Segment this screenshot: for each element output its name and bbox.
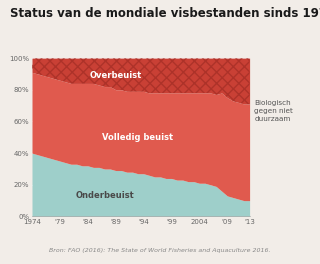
Text: Bron: FAO (2016): The State of World Fisheries and Aquaculture 2016.: Bron: FAO (2016): The State of World Fis… xyxy=(49,248,271,253)
Text: Overbeuist: Overbeuist xyxy=(90,71,142,80)
Text: Onderbeuist: Onderbeuist xyxy=(75,191,134,200)
Text: Volledig beuist: Volledig beuist xyxy=(102,133,173,142)
Text: Biologisch
gegen niet
duurzaam: Biologisch gegen niet duurzaam xyxy=(254,100,293,122)
Text: Status van de mondiale visbestanden sinds 1974: Status van de mondiale visbestanden sind… xyxy=(10,7,320,20)
